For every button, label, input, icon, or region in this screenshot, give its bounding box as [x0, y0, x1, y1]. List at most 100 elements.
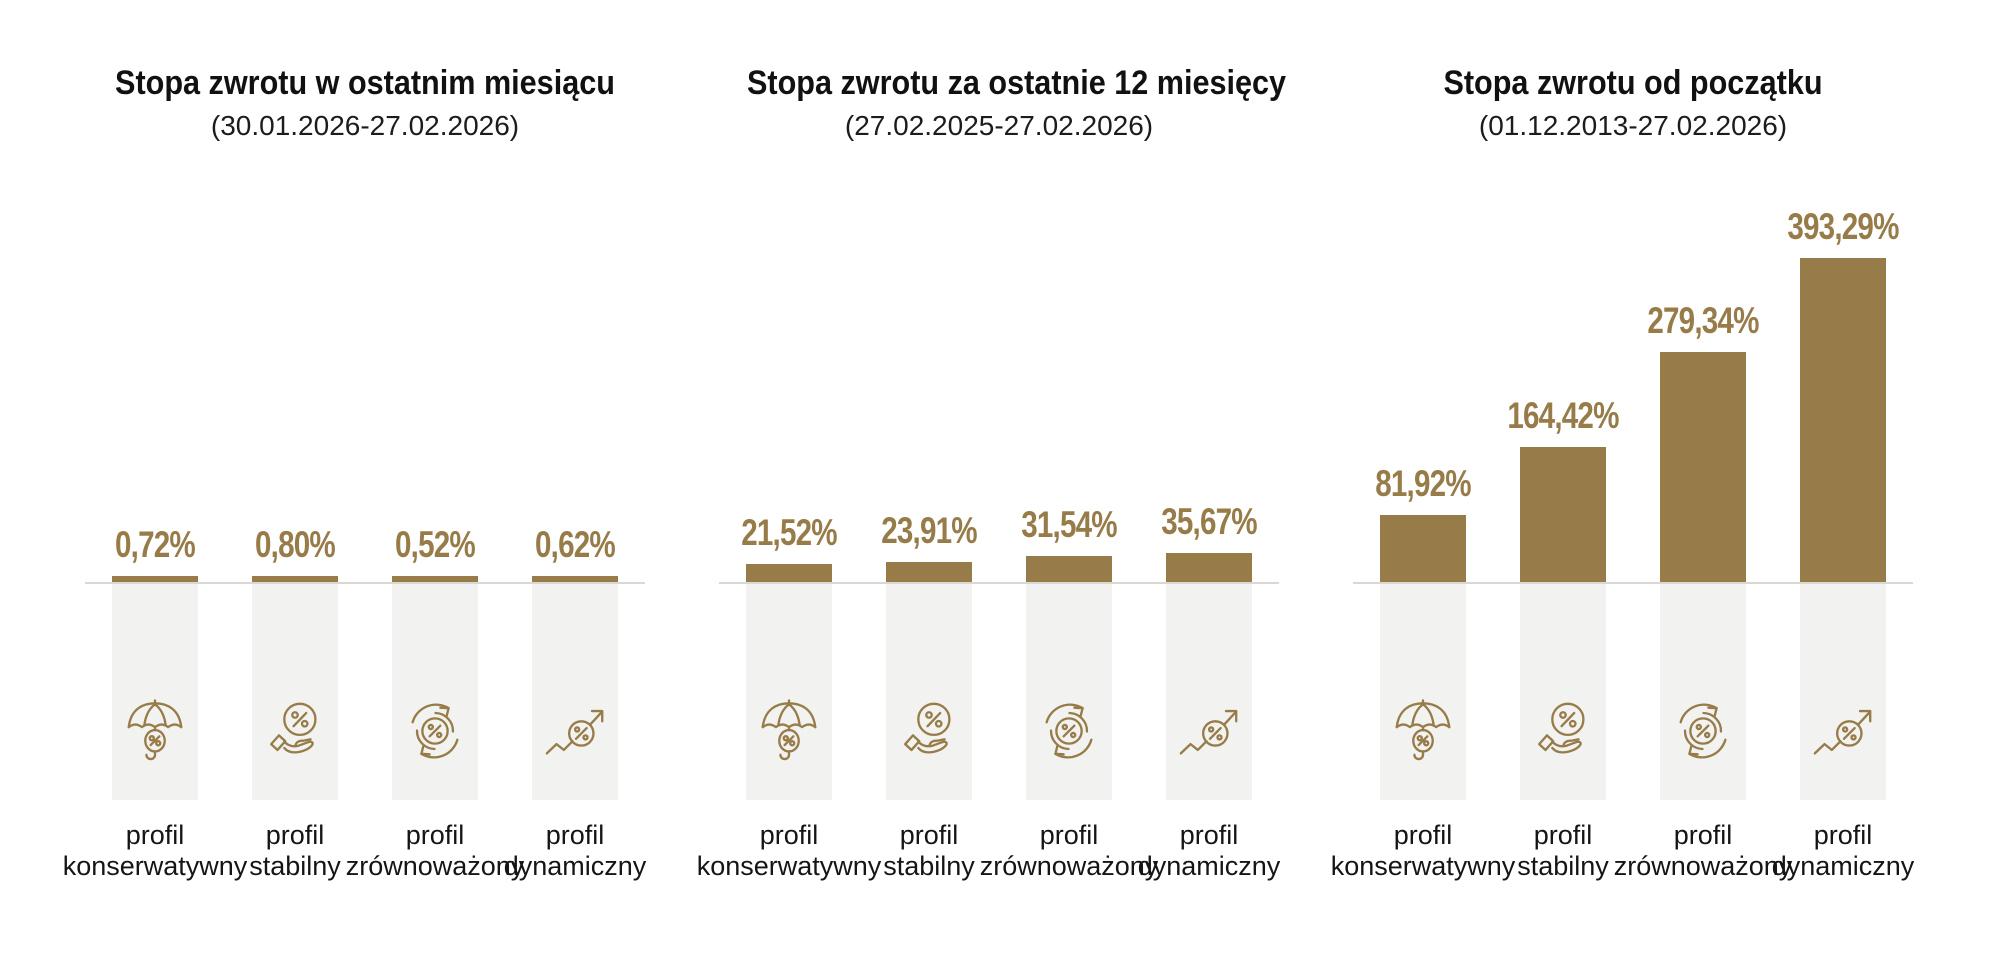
- bar: [1800, 257, 1886, 582]
- bar-value-label: 164,42%: [1507, 394, 1619, 436]
- chart-title: Stopa zwrotu od początku: [1443, 64, 1823, 102]
- bar-group: 164,42%: [1493, 0, 1633, 582]
- profile-label-line2: stabilny: [249, 851, 341, 881]
- baseline-axis: [719, 582, 1279, 584]
- profile-label-line1: profil: [125, 820, 185, 850]
- profile-label-line2: dynamiczny: [503, 851, 647, 881]
- bar-group: 81,92%: [1353, 0, 1493, 582]
- umbrella-percent-icon: [761, 699, 817, 761]
- bar: [112, 576, 198, 582]
- bar-group: 393,29%: [1773, 0, 1913, 582]
- profile-label-line1: profil: [1673, 820, 1733, 850]
- chart-title: Stopa zwrotu w ostatnim miesiącu: [115, 64, 615, 102]
- bar-value-label: 0,52%: [395, 524, 476, 565]
- profile-label-line2: stabilny: [1517, 851, 1609, 881]
- profile-label-line1: profil: [1813, 820, 1873, 850]
- profile-label: profil konserwatywny: [63, 820, 248, 882]
- profile-label-line1: profil: [545, 820, 605, 850]
- reflection-column: [532, 584, 618, 800]
- bar: [1166, 552, 1252, 582]
- profile-label: profil stabilny: [1517, 820, 1609, 882]
- bar-group: 23,91%: [859, 0, 999, 582]
- profile-label: profil zrównoważony: [1614, 820, 1793, 882]
- profile-label-line2: stabilny: [883, 851, 975, 881]
- bar: [1380, 514, 1466, 582]
- chart-last-month: Stopa zwrotu w ostatnim miesiącu (30.01.…: [63, 0, 647, 978]
- profile-label: profil dynamiczny: [1772, 820, 1915, 882]
- profile-label-line1: profil: [759, 820, 819, 850]
- percent-cycle-icon: [1045, 703, 1093, 759]
- bar-value-label: 21,52%: [741, 512, 837, 554]
- profile-label-line1: profil: [1393, 820, 1453, 850]
- profile-label-line1: profil: [405, 820, 465, 850]
- growth-percent-icon: [1813, 709, 1872, 755]
- profile-label-line2: konserwatywny: [62, 851, 248, 881]
- profile-label: profil dynamiczny: [1138, 820, 1281, 882]
- profile-label-line2: zrównoważony: [1613, 851, 1793, 881]
- bar: [746, 564, 832, 582]
- bar: [1660, 351, 1746, 582]
- umbrella-percent-icon: [1395, 699, 1451, 761]
- chart-subtitle: (30.01.2026-27.02.2026): [210, 110, 520, 141]
- profile-label-line2: dynamiczny: [1771, 851, 1915, 881]
- profile-label-line2: dynamiczny: [1137, 851, 1281, 881]
- chart-subtitle: (01.12.2013-27.02.2026): [1478, 110, 1788, 141]
- bar: [532, 576, 618, 582]
- bar-group: 279,34%: [1633, 0, 1773, 582]
- hand-percent-icon: [904, 702, 951, 754]
- umbrella-percent-icon: [127, 699, 183, 761]
- reflection-column: [1380, 584, 1466, 800]
- reflection-column: [112, 584, 198, 800]
- chart-last-12-months: Stopa zwrotu za ostatnie 12 miesięcy (27…: [697, 0, 1287, 978]
- profile-label: profil dynamiczny: [504, 820, 647, 882]
- profile-label: profil zrównoważony: [980, 820, 1159, 882]
- plot-area: 21,52% 23,91% 31,54% 35,67%: [719, 0, 1279, 582]
- profile-label-line1: profil: [899, 820, 959, 850]
- reflection-column: [746, 584, 832, 800]
- bar-group: 35,67%: [1139, 0, 1279, 582]
- chart-title: Stopa zwrotu za ostatnie 12 miesięcy: [747, 64, 1287, 102]
- percent-cycle-icon: [1679, 703, 1727, 759]
- profile-label: profil konserwatywny: [697, 820, 882, 882]
- reflection-column: [886, 584, 972, 800]
- reflection-column: [1800, 584, 1886, 800]
- bar: [1026, 556, 1112, 582]
- hand-percent-icon: [1538, 702, 1585, 754]
- profile-label-line1: profil: [265, 820, 325, 850]
- reflection-column: [392, 584, 478, 800]
- profile-label-line1: profil: [1533, 820, 1593, 850]
- bar-value-label: 81,92%: [1375, 462, 1471, 504]
- baseline-axis: [85, 582, 645, 584]
- reflection-column: [1660, 584, 1746, 800]
- reflection-column: [1166, 584, 1252, 800]
- bar-value-label: 279,34%: [1647, 299, 1759, 341]
- profile-label: profil stabilny: [883, 820, 975, 882]
- reflection-column: [1520, 584, 1606, 800]
- bar: [392, 576, 478, 582]
- profile-label-line2: konserwatywny: [696, 851, 882, 881]
- profile-label: profil stabilny: [249, 820, 341, 882]
- bar-value-label: 393,29%: [1787, 205, 1899, 247]
- bar-value-label: 0,72%: [115, 524, 196, 565]
- bar-group: 31,54%: [999, 0, 1139, 582]
- bar: [886, 562, 972, 582]
- bar-value-label: 23,91%: [881, 510, 977, 552]
- bar-group: 0,80%: [225, 0, 365, 582]
- reflection-column: [252, 584, 338, 800]
- bar: [1520, 446, 1606, 582]
- growth-percent-icon: [1179, 709, 1238, 755]
- profile-label: profil zrównoważony: [346, 820, 525, 882]
- reflection-column: [1026, 584, 1112, 800]
- bar: [252, 576, 338, 582]
- profile-label-line2: zrównoważony: [979, 851, 1159, 881]
- bar-group: 21,52%: [719, 0, 859, 582]
- profile-label: profil konserwatywny: [1331, 820, 1516, 882]
- bar-value-label: 0,80%: [255, 524, 336, 565]
- bar-value-label: 0,62%: [535, 524, 616, 565]
- chart-subtitle: (27.02.2025-27.02.2026): [844, 110, 1154, 141]
- plot-area: 0,72% 0,80% 0,52% 0,62%: [85, 0, 645, 582]
- percent-cycle-icon: [411, 703, 459, 759]
- bar-value-label: 35,67%: [1161, 500, 1257, 542]
- chart-since-inception: Stopa zwrotu od początku (01.12.2013-27.…: [1331, 0, 1915, 978]
- bar-value-label: 31,54%: [1021, 504, 1117, 546]
